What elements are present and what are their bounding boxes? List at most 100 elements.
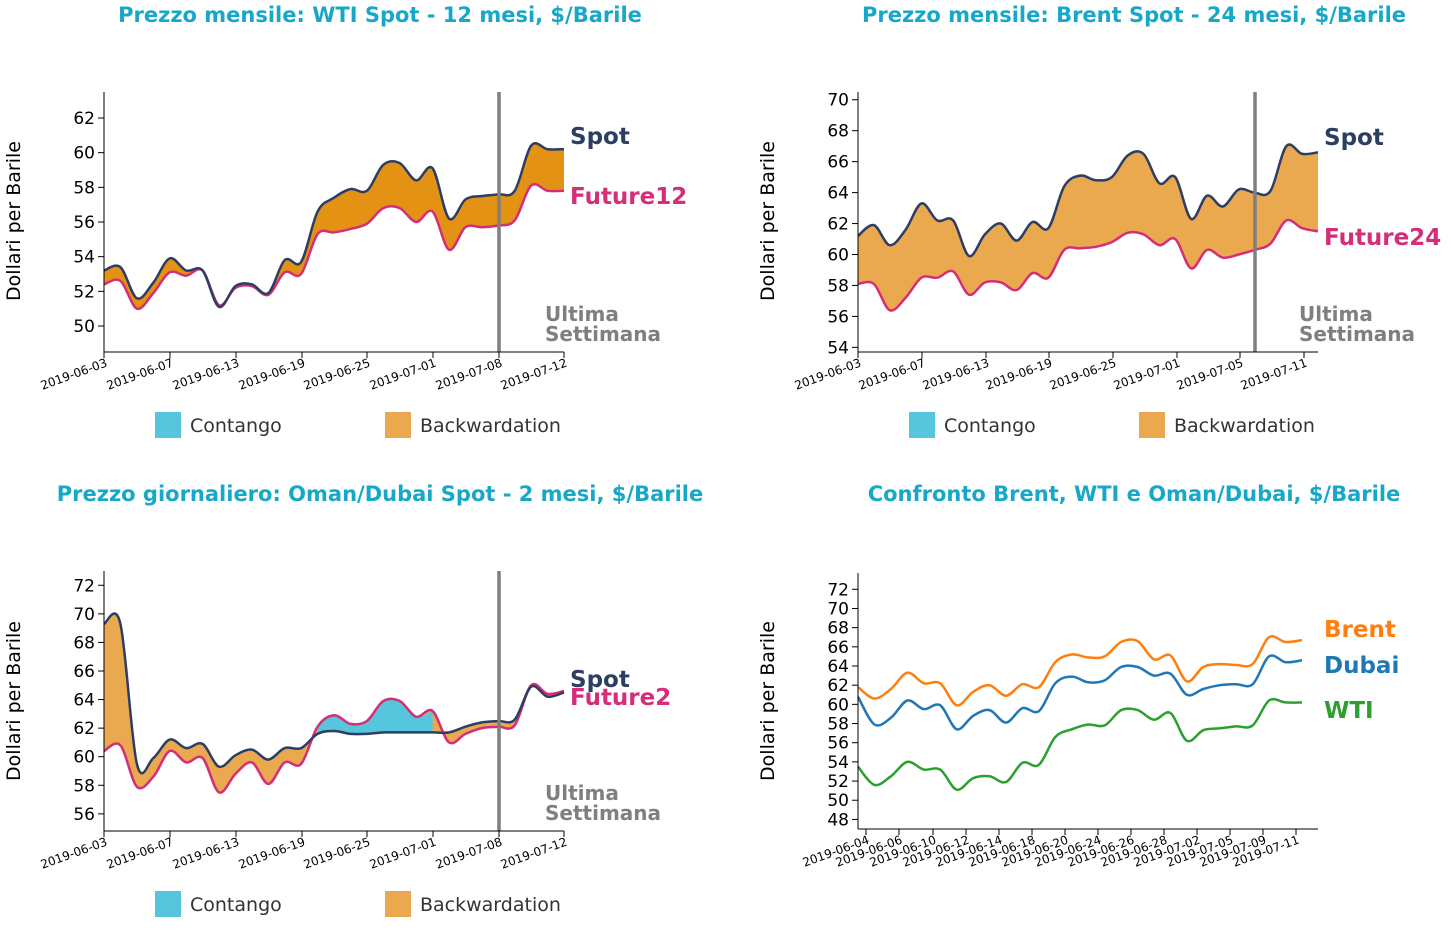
wti-y-tick-label: 50 [73,317,95,337]
brent-x-tick-label: 2019-06-03 [793,356,863,393]
compare-y-tick-label: 60 [827,695,849,715]
wti-x-tick-label: 2019-06-13 [171,356,241,393]
compare-y-tick-label: 56 [827,734,849,754]
brent-x-tick-label: 2019-07-01 [1112,356,1182,393]
brent-chart-title: Prezzo mensile: Brent Spot - 24 mesi, $/… [862,3,1406,27]
compare-dubai-series-label: Dubai [1324,653,1399,679]
brent-x-tick-label: 2019-06-13 [921,356,991,393]
compare-y-axis-label: Dollari per Barile [757,621,779,781]
dubai-y-tick-label: 72 [73,576,95,596]
dubai-y-tick-label: 62 [73,719,95,739]
compare-y-tick-label: 68 [827,619,849,639]
wti-last-week-label-1: Ultima [545,302,619,326]
dubai-x-tick-label: 2019-06-03 [39,835,109,872]
brent-legend-backwardation-label: Backwardation [1174,415,1315,437]
dubai-y-axis-label: Dollari per Barile [3,621,25,781]
dubai-legend-contango-label: Contango [190,894,282,916]
brent-last-week-label-2: Settimana [1299,322,1415,346]
dubai-x-tick-label: 2019-07-08 [434,835,504,872]
wti-legend-contango-swatch [155,412,181,438]
wti-last-week-label-2: Settimana [545,322,661,346]
dubai-x-tick-label: 2019-06-07 [105,835,175,872]
brent-legend: Contango Backwardation [909,412,1315,438]
brent-y-tick-label: 68 [827,122,849,142]
wti-spot-series-label: Spot [570,124,630,150]
wti-legend: Contango Backwardation [155,412,561,438]
brent-y-tick-label: 62 [827,215,849,235]
compare-wti-series-label: WTI [1324,698,1374,724]
compare-y-tick-label: 62 [827,676,849,696]
dubai-legend-contango-swatch [155,891,181,917]
brent-spot-line [857,143,1319,258]
brent-y-tick-label: 64 [827,184,849,204]
brent-spread-area [858,144,1318,311]
wti-y-tick-label: 60 [73,144,95,164]
brent-y-tick-label: 54 [827,338,849,358]
dubai-legend-backwardation-label: Backwardation [420,894,561,916]
dubai-y-tick-label: 56 [73,805,95,825]
brent-last-week-label-1: Ultima [1299,302,1373,326]
compare-y-tick-label: 72 [827,580,849,600]
dubai-last-week-label-1: Ultima [545,781,619,805]
compare-y-tick-label: 52 [827,772,849,792]
dubai-y-tick-label: 60 [73,748,95,768]
brent-y-tick-label: 56 [827,307,849,327]
dubai-x-tick-label: 2019-06-19 [237,835,307,872]
dubai-future2-line [103,682,565,794]
brent-future24-series-label: Future24 [1324,225,1441,251]
dubai-last-week-label-2: Settimana [545,801,661,825]
dubai-x-tick-label: 2019-07-01 [368,835,438,872]
compare-axes: 485052545658606264666870722019-06-042019… [801,573,1318,870]
compare-brent-series-label: Brent [1324,617,1396,643]
wti-x-tick-label: 2019-07-01 [368,356,438,393]
dubai-chart-title: Prezzo giornaliero: Oman/Dubai Spot - 2 … [57,482,704,506]
wti-y-tick-label: 52 [73,282,95,302]
dubai-y-tick-label: 68 [73,633,95,653]
wti-x-tick-label: 2019-07-08 [434,356,504,393]
dubai-backwardation-area [104,613,564,793]
compare-y-tick-label: 64 [827,657,849,677]
wti-legend-backwardation-label: Backwardation [420,415,561,437]
dubai-y-tick-label: 64 [73,691,95,711]
compare-y-tick-label: 48 [827,810,849,830]
wti-y-tick-label: 56 [73,213,95,233]
brent-y-tick-label: 66 [827,153,849,173]
brent-x-tick-label: 2019-07-05 [1175,356,1245,393]
dubai-y-tick-label: 66 [73,662,95,682]
wti-x-tick-label: 2019-06-19 [237,356,307,393]
dubai-x-tick-label: 2019-07-12 [499,835,569,872]
wti-y-tick-label: 54 [73,248,95,268]
wti-legend-backwardation-swatch [385,412,411,438]
wti-backwardation-area [104,143,564,309]
wti-chart-title: Prezzo mensile: WTI Spot - 12 mesi, $/Ba… [118,3,642,27]
wti-x-tick-label: 2019-07-12 [499,356,569,393]
brent-backwardation-area [858,144,1318,311]
dubai-x-tick-label: 2019-06-25 [302,835,372,872]
brent-y-axis-label: Dollari per Barile [757,141,779,301]
compare-chart: Confronto Brent, WTI e Oman/Dubai, $/Bar… [757,482,1400,870]
brent-x-tick-label: 2019-06-19 [984,356,1054,393]
brent-x-tick-label: 2019-06-25 [1048,356,1118,393]
brent-y-tick-label: 58 [827,276,849,296]
wti-x-tick-label: 2019-06-07 [105,356,175,393]
dubai-future2-series-label: Future2 [570,685,671,711]
compare-y-tick-label: 70 [827,599,849,619]
wti-x-tick-label: 2019-06-25 [302,356,372,393]
wti-y-tick-label: 62 [73,109,95,129]
wti-chart: Prezzo mensile: WTI Spot - 12 mesi, $/Ba… [3,3,687,438]
brent-chart: Prezzo mensile: Brent Spot - 24 mesi, $/… [757,3,1441,438]
brent-legend-contango-swatch [909,412,935,438]
compare-dubai-line [856,654,1303,731]
wti-y-tick-label: 58 [73,178,95,198]
brent-legend-contango-label: Contango [944,415,1036,437]
wti-spread-area [104,143,564,309]
dubai-legend: Contango Backwardation [155,891,561,917]
compare-y-tick-label: 66 [827,638,849,658]
compare-brent-line [857,635,1303,707]
wti-x-tick-label: 2019-06-03 [39,356,109,393]
dubai-y-tick-label: 70 [73,605,95,625]
wti-axes: 505254565860622019-06-032019-06-072019-0… [39,92,569,393]
wti-future12-series-label: Future12 [570,184,687,210]
brent-y-tick-label: 60 [827,246,849,266]
